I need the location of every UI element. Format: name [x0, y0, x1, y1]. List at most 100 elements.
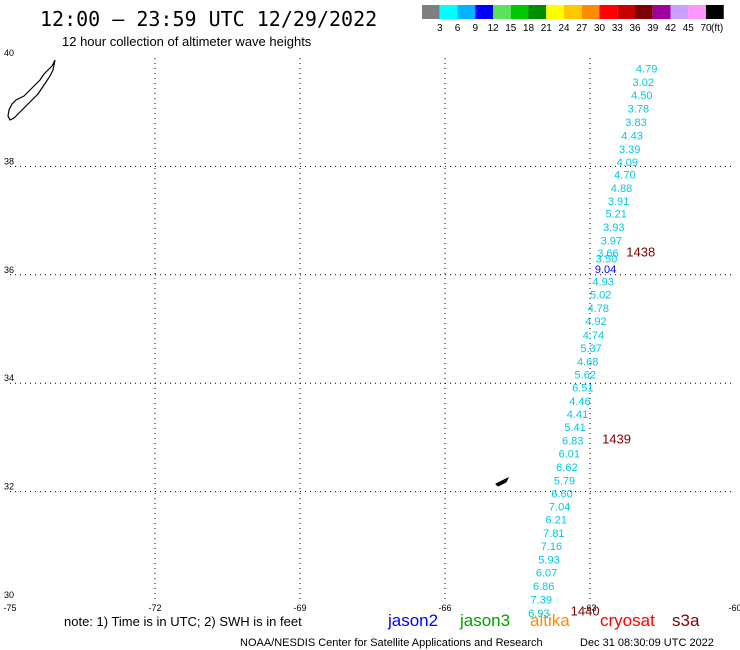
- swh-value-label: 3.78: [628, 104, 649, 116]
- chart-title: 12:00 – 23:59 UTC 12/29/2022: [40, 7, 377, 31]
- axis-tick-labels: -75 -72 -69 -66 -63 -60 30 32 34 36 38 40: [3, 48, 740, 613]
- legend-swatch: [457, 5, 476, 19]
- legend-swatch: [581, 5, 600, 19]
- legend-label: 33: [612, 23, 624, 34]
- swh-value-label: 3.66: [597, 248, 618, 260]
- swh-value-label: 3.39: [619, 144, 640, 156]
- legend-label: 21: [541, 23, 553, 34]
- satellite-cryosat-label: cryosat: [600, 611, 655, 630]
- legend-label: 6: [455, 23, 461, 34]
- legend-swatch: [564, 5, 582, 19]
- swh-value-label: 6.60: [551, 489, 572, 501]
- swh-value-label: 4.46: [569, 396, 590, 408]
- swh-value-label: 3.91: [608, 196, 629, 208]
- swh-value-label: 4.43: [621, 130, 642, 142]
- swh-value-label: 9.04: [595, 264, 616, 276]
- pass-time-label: 1440: [571, 604, 600, 619]
- footer-note: note: 1) Time is in UTC; 2) SWH is in fe…: [64, 614, 302, 629]
- footer-timestamp: Dec 31 08:30:09 UTC 2022: [580, 637, 714, 649]
- swh-value-label: 6.01: [559, 448, 580, 460]
- y-tick-label: 30: [4, 590, 14, 600]
- legend-label: 30: [594, 23, 606, 34]
- swh-value-label: 7.39: [531, 594, 552, 606]
- legend-swatch: [670, 5, 689, 19]
- pass-time-label: 1439: [602, 431, 631, 446]
- satellite-s3a-label: s3a: [672, 611, 700, 630]
- legend-label: 18: [523, 23, 535, 34]
- swh-value-label: 4.68: [577, 356, 598, 368]
- legend-label: 42: [665, 23, 677, 34]
- legend-label: 45: [683, 23, 695, 34]
- swh-value-label: 4.79: [636, 64, 657, 76]
- island-outline: [495, 476, 510, 487]
- swh-value-label: 3.93: [603, 222, 624, 234]
- legend-label: 24: [558, 23, 570, 34]
- legend-unit: (ft): [711, 23, 723, 34]
- grid-lines: [10, 58, 735, 600]
- x-tick-label: -66: [438, 603, 451, 613]
- swh-value-label: 4.78: [588, 303, 609, 315]
- legend-swatch: [652, 5, 671, 19]
- swh-value-label: 6.07: [536, 568, 557, 580]
- legend-swatch: [706, 5, 724, 19]
- legend-label: 39: [647, 23, 659, 34]
- satellite-altika-label: altika: [530, 611, 570, 630]
- swh-value-label: 6.62: [556, 462, 577, 474]
- swh-value-label: 5.21: [605, 208, 626, 220]
- y-tick-label: 36: [4, 265, 14, 275]
- swh-value-label: 3.50: [596, 253, 617, 265]
- swh-value-label: 6.93: [528, 608, 549, 620]
- pass-time-label: 1438: [626, 244, 655, 259]
- legend-label: 70: [700, 23, 712, 34]
- y-tick-label: 32: [4, 482, 14, 492]
- swh-value-label: 4.50: [631, 90, 652, 102]
- legend-swatch: [635, 5, 653, 19]
- legend-label: 27: [576, 23, 588, 34]
- x-tick-label: -63: [583, 603, 596, 613]
- swh-value-label: 4.41: [567, 409, 588, 421]
- y-tick-label: 34: [4, 373, 14, 383]
- swh-value-label: 6.86: [533, 581, 554, 593]
- swh-value-label: 7.81: [543, 528, 564, 540]
- swh-value-label: 5.62: [575, 369, 596, 381]
- coastline-outline: [7, 59, 56, 121]
- swh-value-label: 3.02: [633, 77, 654, 89]
- swh-value-label: 4.93: [592, 277, 613, 289]
- swh-value-label: 7.04: [549, 502, 570, 514]
- legend-swatch: [528, 5, 547, 19]
- legend-swatch: [510, 5, 529, 19]
- swh-value-label: 4.70: [614, 169, 635, 181]
- swh-value-label: 5.02: [590, 290, 611, 302]
- swh-value-label: 5.37: [580, 343, 601, 355]
- satellite-jason3-label: jason3: [459, 611, 510, 630]
- swh-value-label: 7.16: [541, 541, 562, 553]
- legend-swatch: [546, 5, 564, 19]
- x-tick-label: -72: [148, 603, 161, 613]
- legend-swatch: [617, 5, 635, 19]
- legend-label: 9: [472, 23, 478, 34]
- swh-value-label: 4.74: [583, 330, 604, 342]
- swh-value-label: 4.09: [617, 157, 638, 169]
- swh-value-label: 4.92: [585, 316, 606, 328]
- x-tick-label: -69: [293, 603, 306, 613]
- footer-credit: NOAA/NESDIS Center for Satellite Applica…: [240, 637, 543, 649]
- y-tick-label: 38: [4, 156, 14, 166]
- color-legend: 3 6 9 12 15 18 21 24 27 30 33 36 39 42 45 70: [422, 5, 724, 34]
- swh-value-label: 3.83: [625, 117, 646, 129]
- swh-value-label: 6.51: [572, 382, 593, 394]
- legend-label: 15: [505, 23, 517, 34]
- pass-time-labels: 1438 1439 1440: [571, 244, 656, 618]
- legend-swatch: [493, 5, 511, 19]
- swh-value-label: 5.41: [564, 422, 585, 434]
- legend-swatch: [599, 5, 618, 19]
- y-tick-label: 40: [4, 48, 14, 58]
- satellite-jason2-label: jason2: [387, 611, 438, 630]
- x-tick-label: -60: [728, 603, 740, 613]
- swh-value-label: 3.97: [601, 235, 622, 247]
- swh-value-label: 6.83: [562, 435, 583, 447]
- swh-value-label: 4.88: [611, 183, 632, 195]
- swh-value-label: 6.21: [546, 515, 567, 527]
- legend-swatch: [688, 5, 706, 19]
